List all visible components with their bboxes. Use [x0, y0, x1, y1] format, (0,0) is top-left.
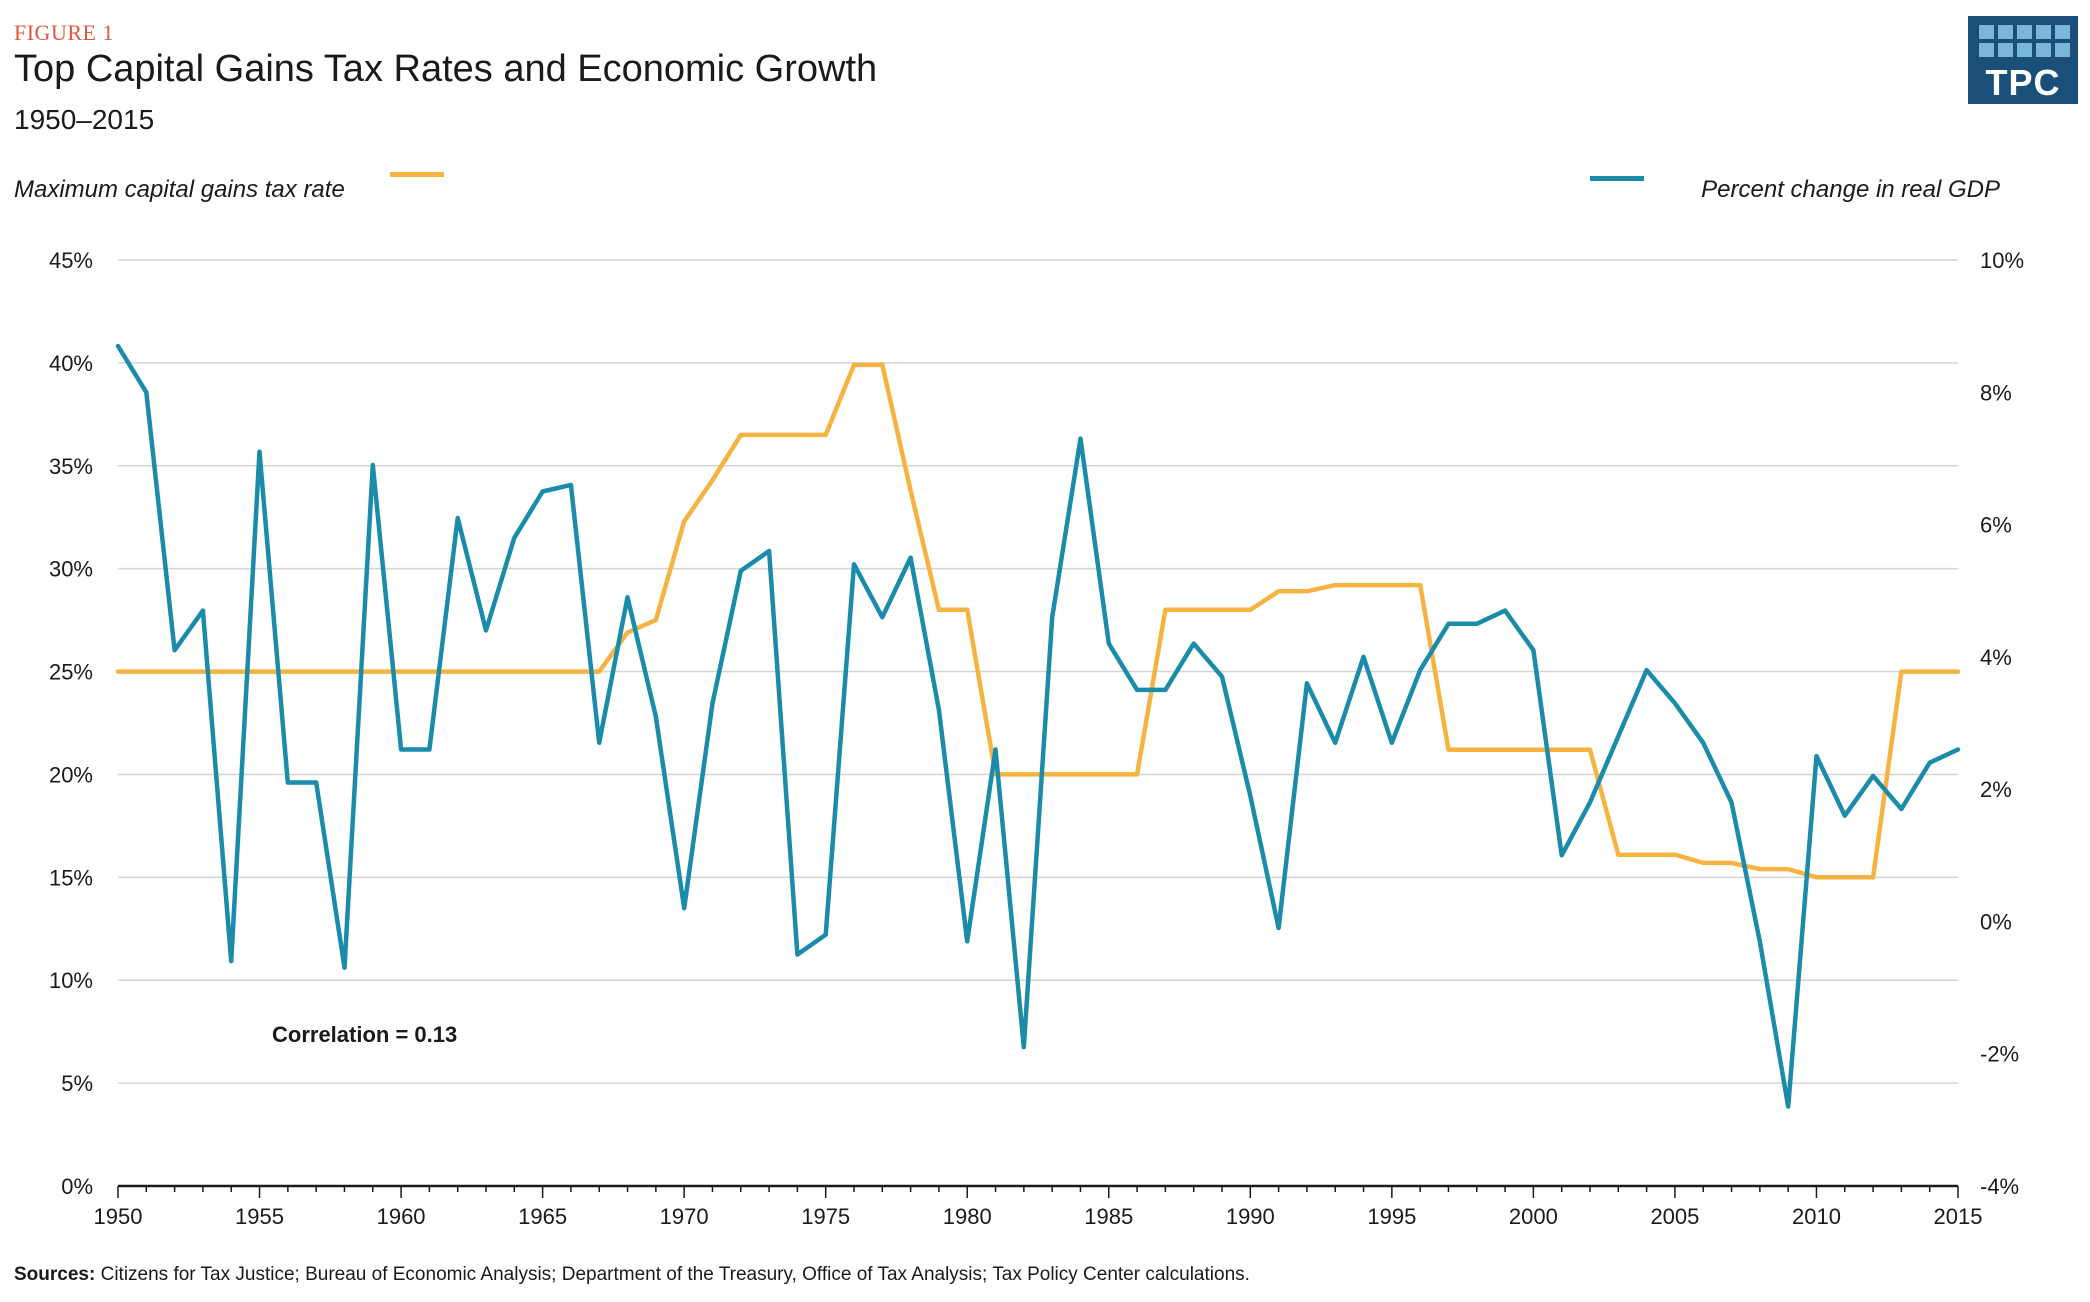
- left-tick-label: 45%: [49, 248, 93, 273]
- sources-text: Citizens for Tax Justice; Bureau of Econ…: [95, 1264, 1250, 1285]
- series-line-tax-rate: [115, 362, 1961, 880]
- left-tick-label: 25%: [49, 660, 93, 685]
- x-axis-ticks: 1950 1955 1960 1965 1970 1975 1980 1985 1990 1995…: [94, 1184, 1983, 1229]
- chart-title: Top Capital Gains Tax Rates and Economic…: [14, 48, 878, 90]
- tpc-logo: TPC: [1968, 16, 2078, 104]
- gridlines: [118, 259, 1958, 1084]
- x-tick-label: 2005: [1650, 1204, 1699, 1229]
- series-line-gdp: [115, 343, 1961, 1109]
- left-tick-label: 30%: [49, 557, 93, 582]
- x-tick-label: 1980: [943, 1204, 992, 1229]
- right-tick-label: 10%: [1980, 248, 2024, 273]
- logo-grid-icon: [1979, 25, 2070, 61]
- x-tick-label: 1985: [1084, 1204, 1133, 1229]
- sources-label: Sources:: [14, 1264, 96, 1285]
- right-tick-label: -2%: [1980, 1042, 2019, 1067]
- x-tick-label: 2010: [1792, 1204, 1841, 1229]
- left-tick-label: 35%: [49, 454, 93, 479]
- left-tick-label: 10%: [49, 968, 93, 993]
- right-tick-label: 0%: [1980, 909, 2012, 934]
- x-tick-label: 2000: [1509, 1204, 1558, 1229]
- correlation-annotation: Correlation = 0.13: [272, 1022, 457, 1047]
- chart-subtitle: 1950–2015: [14, 104, 155, 135]
- x-tick-label: 1975: [801, 1204, 850, 1229]
- left-tick-label: 0%: [61, 1174, 93, 1199]
- x-tick-label: 1970: [660, 1204, 709, 1229]
- series-lines: [115, 343, 1961, 1109]
- legend-label-gdp: Percent change in real GDP: [1701, 176, 2000, 203]
- sources-note: Sources: Citizens for Tax Justice; Burea…: [14, 1264, 1250, 1286]
- x-tick-label: 1960: [377, 1204, 426, 1229]
- x-tick-label: 1995: [1367, 1204, 1416, 1229]
- logo-text: TPC: [1985, 62, 2061, 103]
- x-tick-label: 1950: [94, 1204, 143, 1229]
- right-tick-label: -4%: [1980, 1174, 2019, 1199]
- left-tick-label: 40%: [49, 351, 93, 376]
- right-tick-label: 6%: [1980, 513, 2012, 538]
- legend-swatch-gdp: [1590, 176, 1644, 181]
- legend-swatch-tax-rate: [390, 172, 444, 177]
- figure-label: FIGURE 1: [14, 20, 114, 45]
- legend-label-tax-rate: Maximum capital gains tax rate: [14, 176, 345, 203]
- left-tick-label: 5%: [61, 1071, 93, 1096]
- left-tick-label: 15%: [49, 865, 93, 890]
- right-axis-ticks: -4% -2% 0% 2% 4% 6% 8% 10%: [1980, 248, 2024, 1199]
- x-tick-label: 1965: [518, 1204, 567, 1229]
- right-tick-label: 8%: [1980, 380, 2012, 405]
- x-tick-label: 1990: [1226, 1204, 1275, 1229]
- x-tick-label: 1955: [235, 1204, 284, 1229]
- right-tick-label: 4%: [1980, 645, 2012, 670]
- x-tick-label: 2015: [1934, 1204, 1983, 1229]
- right-tick-label: 2%: [1980, 777, 2012, 802]
- left-tick-label: 20%: [49, 762, 93, 787]
- left-axis-ticks: 0% 5% 10% 15% 20% 25% 30% 35% 40% 45%: [49, 248, 93, 1199]
